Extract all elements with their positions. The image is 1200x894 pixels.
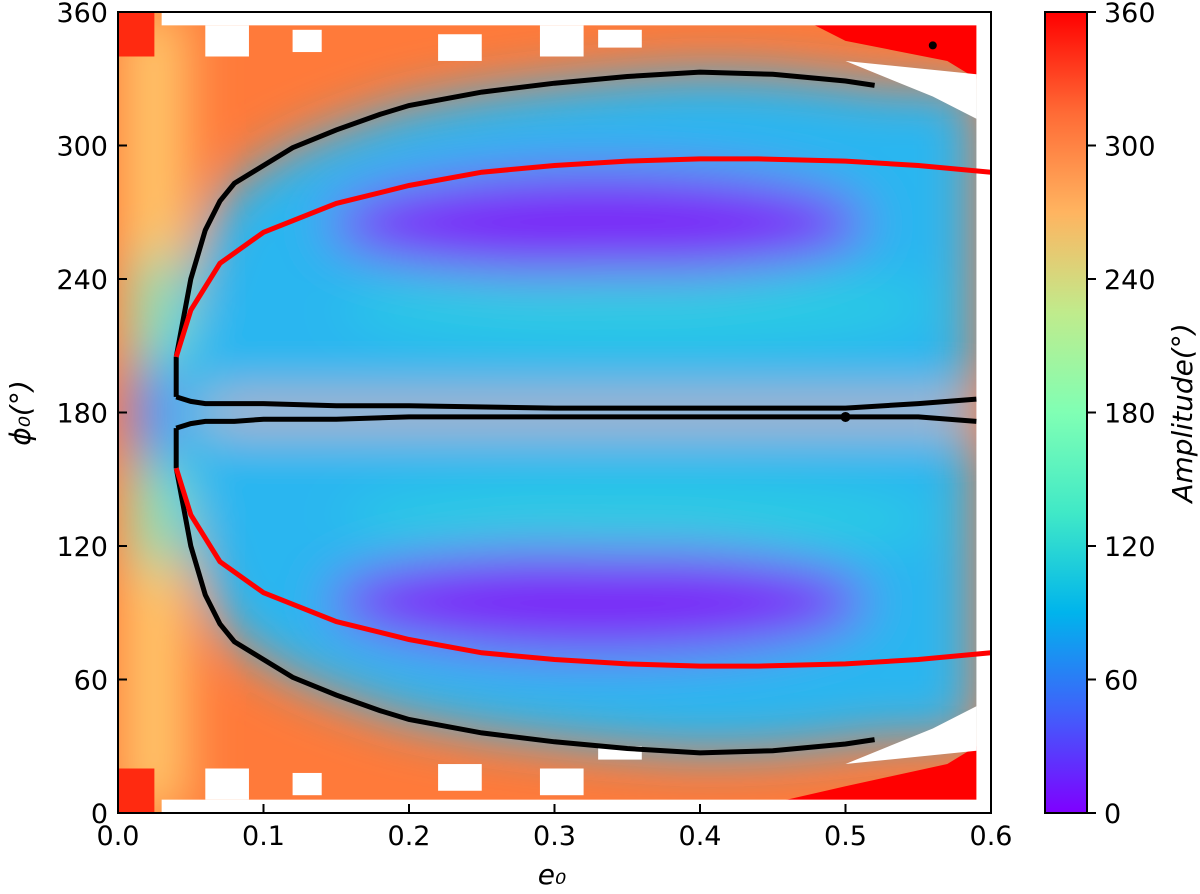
- colorbar-label: Amplitude(°): [1166, 323, 1199, 504]
- heatmap-gap: [845, 706, 977, 764]
- x-tick-label: 0.2: [388, 821, 431, 852]
- x-axis: 0.0 0.1 0.2 0.3 0.4 0.5 0.6: [97, 804, 1013, 852]
- colorbar-tick-label: 60: [1104, 666, 1138, 697]
- contour-outer-upper: [173, 69, 875, 358]
- heatmap-gap: [539, 25, 584, 57]
- colorbar-tick-label: 0: [1104, 799, 1121, 830]
- red-curve-upper: [173, 156, 991, 358]
- colorbar-tick-label: 300: [1104, 132, 1156, 163]
- x-tick-label: 0.4: [679, 821, 722, 852]
- heatmap-gap: [205, 768, 249, 800]
- y-axis: 0 60 120 180 240 300 360: [56, 0, 127, 830]
- y-axis-title: ϕ₀(°): [4, 380, 37, 446]
- x-axis-title: e₀: [538, 858, 566, 891]
- heatmap-edge-spot: [130, 352, 171, 473]
- heatmap-gap: [292, 772, 322, 796]
- x-tick-label: 0.3: [533, 821, 576, 852]
- x-tick-label: 0.6: [970, 821, 1013, 852]
- heatmap-patch: [758, 746, 977, 807]
- x-tick-label: 0.5: [824, 821, 867, 852]
- y-tick-label: 180: [56, 399, 108, 430]
- colorbar: [1044, 11, 1088, 814]
- y-tick-label: 60: [74, 666, 108, 697]
- y-tick-label: 300: [56, 132, 108, 163]
- heatmap-field: [118, 12, 991, 813]
- heatmap-region: [341, 275, 942, 336]
- heatmap-gap: [438, 34, 482, 61]
- contour-island: [840, 411, 851, 422]
- colorbar-tick-label: 180: [1104, 399, 1156, 430]
- contour-outer-lower: [173, 467, 875, 756]
- heatmap-gap: [539, 768, 584, 796]
- heatmap-patch: [118, 768, 155, 813]
- contour-split-lower: [175, 414, 977, 431]
- heatmap-gap: [598, 29, 642, 48]
- heatmap-gap: [438, 764, 482, 791]
- heatmap-region: [328, 168, 869, 279]
- x-tick-label: 0.1: [242, 821, 285, 852]
- contour-island: [928, 41, 937, 50]
- colorbar-axis: 0 60 120 180 240 300 360: [1087, 0, 1156, 830]
- colorbar-tick-label: 120: [1104, 532, 1156, 563]
- contour-split-upper: [175, 394, 977, 411]
- heatmap-gap: [205, 25, 249, 57]
- heatmap-region: [341, 489, 942, 550]
- contour-lines: [173, 41, 977, 756]
- red-curve-lower: [173, 467, 991, 669]
- heatmap-gap: [161, 12, 991, 26]
- heatmap-gap: [845, 61, 977, 119]
- colorbar-tick-label: 240: [1104, 265, 1156, 296]
- y-tick-label: 120: [56, 532, 108, 563]
- y-tick-label: 0: [91, 799, 108, 830]
- heatmap-blend: [125, 12, 977, 813]
- heatmap-patch: [118, 12, 155, 57]
- x-tick-label: 0.0: [97, 821, 140, 852]
- red-curves: [173, 156, 991, 669]
- heatmap-gap: [976, 12, 991, 813]
- y-tick-label: 360: [56, 0, 108, 29]
- colorbar-tick-label: 360: [1104, 0, 1156, 29]
- heatmap-patch: [801, 18, 977, 79]
- heatmap-region: [328, 546, 869, 657]
- heatmap-gap: [161, 799, 991, 813]
- y-tick-label: 240: [56, 265, 108, 296]
- heatmap-gap: [292, 29, 322, 53]
